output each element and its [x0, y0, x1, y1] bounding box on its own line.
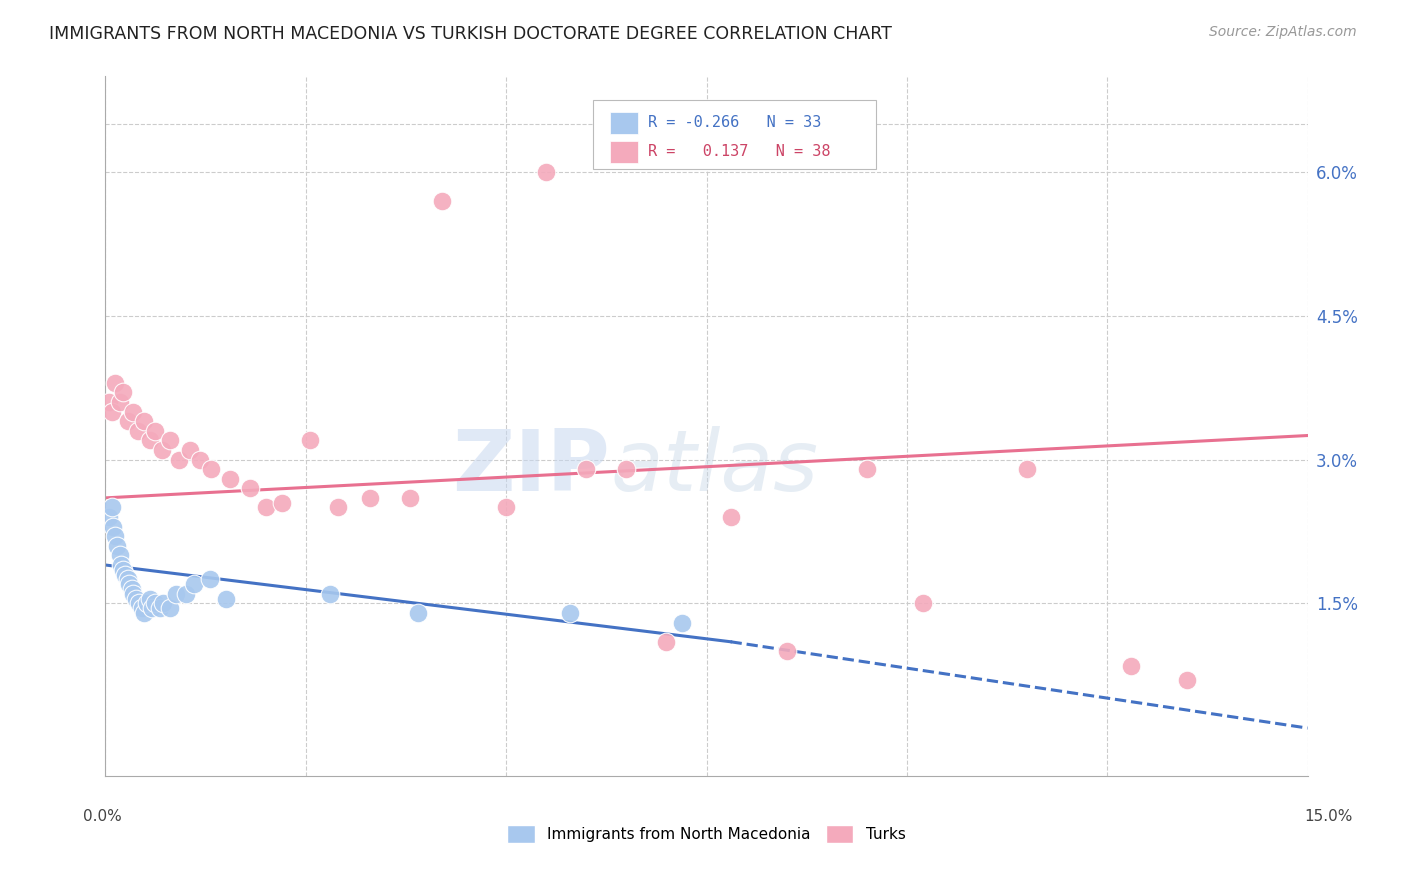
- Point: [298, 434, 321, 448]
- Point: [165, 587, 187, 601]
- Point: [616, 462, 638, 476]
- Point: [122, 404, 145, 418]
- Point: [174, 587, 197, 601]
- Point: [117, 573, 139, 587]
- Point: [319, 587, 342, 601]
- Point: [270, 496, 292, 510]
- Point: [107, 539, 129, 553]
- Point: [671, 615, 693, 630]
- Point: [218, 472, 240, 486]
- Point: [911, 596, 934, 610]
- Text: 0.0%: 0.0%: [83, 809, 122, 823]
- Point: [1121, 658, 1143, 673]
- Point: [138, 434, 160, 448]
- Point: [159, 434, 181, 448]
- Point: [132, 606, 155, 620]
- Point: [159, 601, 181, 615]
- Point: [132, 414, 155, 428]
- Point: [136, 596, 159, 610]
- Point: [560, 606, 582, 620]
- Point: [101, 500, 124, 515]
- Point: [112, 385, 135, 400]
- Point: [149, 601, 172, 615]
- Point: [198, 573, 221, 587]
- Point: [359, 491, 381, 505]
- Point: [150, 442, 173, 457]
- Point: [110, 558, 132, 572]
- Point: [112, 563, 135, 577]
- Point: [575, 462, 598, 476]
- Point: [167, 452, 190, 467]
- Point: [200, 462, 222, 476]
- Point: [122, 587, 145, 601]
- Text: R = -0.266   N = 33: R = -0.266 N = 33: [648, 115, 821, 129]
- Point: [98, 395, 121, 409]
- Point: [399, 491, 422, 505]
- Point: [127, 424, 149, 438]
- Point: [101, 404, 124, 418]
- Point: [179, 442, 201, 457]
- Point: [326, 500, 349, 515]
- Point: [128, 596, 150, 610]
- Point: [114, 567, 136, 582]
- Point: [138, 591, 160, 606]
- Text: atlas: atlas: [610, 426, 818, 509]
- Point: [152, 596, 174, 610]
- Point: [143, 424, 166, 438]
- Point: [143, 596, 166, 610]
- Point: [98, 510, 121, 524]
- Point: [108, 549, 131, 563]
- Point: [104, 529, 127, 543]
- Text: IMMIGRANTS FROM NORTH MACEDONIA VS TURKISH DOCTORATE DEGREE CORRELATION CHART: IMMIGRANTS FROM NORTH MACEDONIA VS TURKI…: [49, 25, 891, 43]
- Point: [183, 577, 205, 591]
- Text: ZIP: ZIP: [453, 426, 610, 509]
- Text: R =   0.137   N = 38: R = 0.137 N = 38: [648, 145, 831, 159]
- Point: [1177, 673, 1199, 687]
- Point: [117, 414, 139, 428]
- Point: [536, 165, 558, 179]
- Point: [103, 519, 125, 533]
- Legend: Immigrants from North Macedonia, Turks: Immigrants from North Macedonia, Turks: [502, 819, 911, 849]
- Point: [720, 510, 742, 524]
- Point: [254, 500, 277, 515]
- Text: Source: ZipAtlas.com: Source: ZipAtlas.com: [1209, 25, 1357, 39]
- Point: [131, 601, 153, 615]
- Point: [406, 606, 429, 620]
- Point: [214, 591, 236, 606]
- Point: [141, 601, 163, 615]
- Point: [1017, 462, 1039, 476]
- Point: [495, 500, 517, 515]
- Point: [121, 582, 143, 596]
- Text: 15.0%: 15.0%: [1305, 809, 1353, 823]
- Point: [108, 395, 131, 409]
- Point: [188, 452, 211, 467]
- Point: [655, 634, 678, 648]
- Point: [776, 644, 799, 658]
- Point: [855, 462, 877, 476]
- Point: [125, 591, 148, 606]
- Point: [430, 194, 453, 208]
- Point: [239, 481, 262, 495]
- Point: [118, 577, 141, 591]
- Point: [104, 376, 127, 390]
